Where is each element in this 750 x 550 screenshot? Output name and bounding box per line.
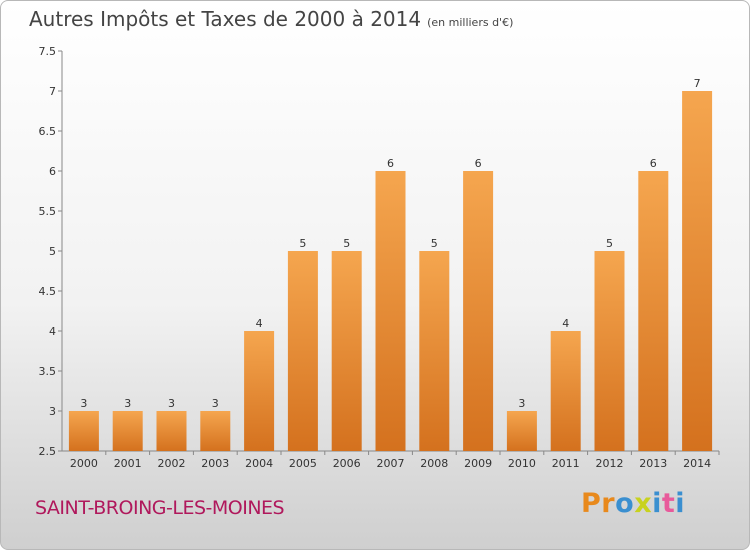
x-tick-label: 2004: [245, 457, 273, 470]
y-tick-label: 6.5: [39, 125, 57, 138]
x-tick-label: 2012: [596, 457, 624, 470]
y-tick-label: 5.5: [39, 205, 57, 218]
logo-letter: x: [634, 488, 653, 519]
y-tick-label: 2.5: [39, 445, 57, 458]
data-label: 3: [80, 397, 87, 410]
x-tick-label: 2008: [420, 457, 448, 470]
bar-2009: [463, 171, 494, 451]
x-tick-label: 2009: [464, 457, 492, 470]
bar-2011: [550, 331, 581, 451]
bar-2004: [244, 331, 275, 451]
y-tick-label: 4.5: [39, 285, 57, 298]
logo-letter: P: [581, 488, 602, 519]
data-label: 5: [343, 237, 350, 250]
data-label: 4: [256, 317, 263, 330]
chart-unit-label: (en milliers d'€): [427, 16, 514, 29]
data-label: 3: [168, 397, 175, 410]
x-tick-label: 2011: [552, 457, 580, 470]
y-tick-label: 5: [49, 245, 56, 258]
data-labels: 3 3 3 3 4 5 5 6 5 6 3 4 5 6 7: [80, 77, 700, 410]
logo-letter: i: [675, 488, 686, 519]
bar-2013: [638, 171, 669, 451]
x-tick-label: 2005: [289, 457, 317, 470]
data-label: 7: [694, 77, 701, 90]
proxiti-logo: Proxiti: [581, 488, 685, 519]
x-tick-label: 2006: [333, 457, 361, 470]
x-tick-label: 2001: [114, 457, 142, 470]
place-name: SAINT-BROING-LES-MOINES: [35, 497, 285, 519]
bar-2005: [287, 251, 318, 451]
y-tick-label: 3: [49, 405, 56, 418]
chart-title: Autres Impôts et Taxes de 2000 à 2014 (en…: [29, 7, 513, 31]
y-tick-label: 6: [49, 165, 56, 178]
bar-2003: [200, 411, 231, 451]
data-label: 5: [431, 237, 438, 250]
x-tick-label: 2000: [70, 457, 98, 470]
axes: 2.5 3 3.5 4 4.5 5 5.5 6 6.5 7 7.5 2000 2001 2002 2003 2…: [39, 45, 720, 470]
data-label: 6: [650, 157, 657, 170]
bar-2007: [375, 171, 406, 451]
x-tick-label: 2013: [639, 457, 667, 470]
x-tick-label: 2002: [158, 457, 186, 470]
bar-2014: [682, 91, 713, 451]
y-tick-label: 4: [49, 325, 56, 338]
data-label: 3: [212, 397, 219, 410]
x-tick-label: 2014: [683, 457, 711, 470]
logo-letter: r: [601, 488, 616, 519]
bar-2008: [419, 251, 450, 451]
data-label: 4: [562, 317, 569, 330]
bar-2001: [112, 411, 143, 451]
bar-2010: [506, 411, 537, 451]
data-label: 6: [475, 157, 482, 170]
data-label: 3: [518, 397, 525, 410]
bar-2012: [594, 251, 625, 451]
y-tick-label: 3.5: [39, 365, 57, 378]
data-label: 5: [299, 237, 306, 250]
logo-letter: t: [661, 488, 676, 519]
x-tick-label: 2007: [377, 457, 405, 470]
x-tick-label: 2003: [201, 457, 229, 470]
y-tick-label: 7.5: [39, 45, 57, 58]
logo-letter: i: [652, 488, 662, 519]
bars: [68, 91, 713, 451]
bar-2006: [331, 251, 362, 451]
y-tick-label: 7: [49, 85, 56, 98]
bar-2002: [156, 411, 187, 451]
data-label: 5: [606, 237, 613, 250]
chart-title-text: Autres Impôts et Taxes de 2000 à 2014: [29, 7, 422, 31]
logo-letter: o: [615, 488, 635, 519]
data-label: 3: [124, 397, 131, 410]
bar-2000: [68, 411, 99, 451]
data-label: 6: [387, 157, 394, 170]
x-tick-label: 2010: [508, 457, 536, 470]
